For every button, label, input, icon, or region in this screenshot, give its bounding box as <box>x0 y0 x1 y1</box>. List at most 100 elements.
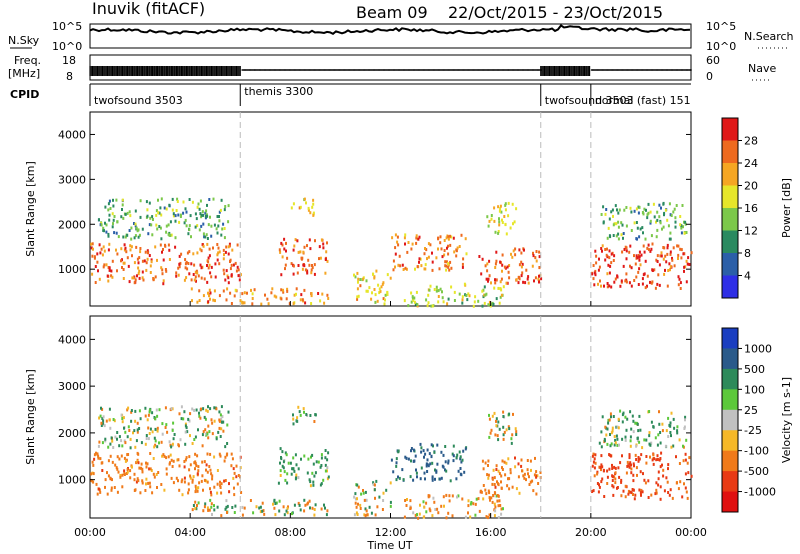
nsearch-tick-top: 10^5 <box>706 20 736 33</box>
echo-cell <box>636 439 639 442</box>
echo-cell <box>612 223 615 227</box>
echo-cell <box>405 504 408 507</box>
echo-cell <box>211 421 214 425</box>
echo-cell <box>154 443 157 447</box>
echo-cell <box>164 406 167 410</box>
echo-cell <box>538 274 540 278</box>
echo-cell <box>598 265 601 269</box>
echo-cell <box>439 235 442 239</box>
echo-cell <box>213 485 216 489</box>
echo-cell <box>146 418 149 422</box>
echo-cell <box>457 469 460 473</box>
echo-cell <box>145 477 148 481</box>
echo-cell <box>660 251 663 255</box>
echo-cell <box>204 432 207 436</box>
echo-cell <box>614 466 617 470</box>
echo-cell <box>438 477 441 481</box>
echo-cell <box>175 271 178 275</box>
echo-cell <box>674 220 677 224</box>
echo-cell <box>160 213 163 217</box>
echo-cell <box>100 247 103 251</box>
echo-cell <box>198 481 201 485</box>
echo-cell <box>610 415 612 419</box>
echo-cell <box>501 218 503 222</box>
echo-cell <box>461 458 464 462</box>
echo-cell <box>170 233 173 237</box>
echo-cell <box>626 460 629 464</box>
echo-cell <box>92 247 94 251</box>
echo-cell <box>302 250 305 254</box>
echo-cell <box>216 505 219 509</box>
echo-cell <box>638 457 641 461</box>
echo-cell <box>129 469 132 473</box>
echo-cell <box>444 264 447 268</box>
echo-cell <box>115 198 118 202</box>
echo-cell <box>651 458 654 462</box>
echo-cell <box>111 259 114 263</box>
date-range: 22/Oct/2015 - 23/Oct/2015 <box>448 3 663 22</box>
echo-cell <box>227 410 230 414</box>
echo-cell <box>215 227 218 231</box>
echo-cell <box>112 218 115 222</box>
echo-cell <box>392 259 395 263</box>
echo-cell <box>452 454 455 458</box>
echo-cell <box>317 460 320 464</box>
echo-cell <box>669 431 672 434</box>
echo-cell <box>684 220 687 224</box>
echo-cell <box>312 483 315 487</box>
echo-cell <box>636 422 639 426</box>
echo-cell <box>116 252 119 256</box>
echo-cell <box>611 479 614 482</box>
echo-cell <box>196 251 199 255</box>
echo-cell <box>630 210 633 214</box>
echo-cell <box>621 420 624 424</box>
echo-cell <box>657 433 660 437</box>
echo-cell <box>475 497 478 501</box>
echo-cell <box>423 505 426 509</box>
echo-cell <box>507 457 510 461</box>
echo-cell <box>151 215 154 219</box>
echo-cell <box>135 480 138 484</box>
echo-cell <box>150 260 153 264</box>
echo-cell <box>232 263 235 267</box>
echo-cell <box>429 509 432 513</box>
echo-cell <box>94 281 97 284</box>
echo-cell <box>177 458 180 462</box>
echo-cell <box>678 462 681 465</box>
echo-cell <box>323 503 325 507</box>
echo-cell <box>474 502 477 506</box>
echo-cell <box>210 418 213 422</box>
echo-cell <box>297 467 300 471</box>
echo-cell <box>679 215 682 218</box>
echo-cell <box>437 511 440 515</box>
echo-cell <box>90 246 93 250</box>
echo-cell <box>637 456 640 459</box>
echo-cell <box>532 489 535 493</box>
echo-cell <box>456 246 459 250</box>
echo-cell <box>216 215 219 218</box>
echo-cell <box>125 250 128 254</box>
echo-cell <box>403 299 406 303</box>
echo-cell <box>655 458 658 462</box>
echo-cell <box>180 405 183 409</box>
echo-cell <box>191 407 194 411</box>
echo-cell <box>171 428 174 432</box>
echo-cell <box>200 249 203 253</box>
echo-cell <box>136 257 139 261</box>
echo-cell <box>148 254 151 257</box>
echo-cell <box>397 263 400 267</box>
echo-cell <box>188 419 191 423</box>
echo-cell <box>207 508 210 512</box>
echo-cell <box>310 271 313 275</box>
echo-cell <box>118 435 121 439</box>
echo-cell <box>531 479 534 483</box>
echo-cell <box>312 462 315 466</box>
echo-cell <box>459 472 462 476</box>
echo-cell <box>638 250 641 254</box>
echo-cell <box>279 474 282 477</box>
echo-cell <box>135 226 138 230</box>
echo-cell <box>635 466 638 470</box>
echo-cell <box>186 251 189 255</box>
echo-cell <box>364 507 367 511</box>
echo-cell <box>620 494 623 498</box>
